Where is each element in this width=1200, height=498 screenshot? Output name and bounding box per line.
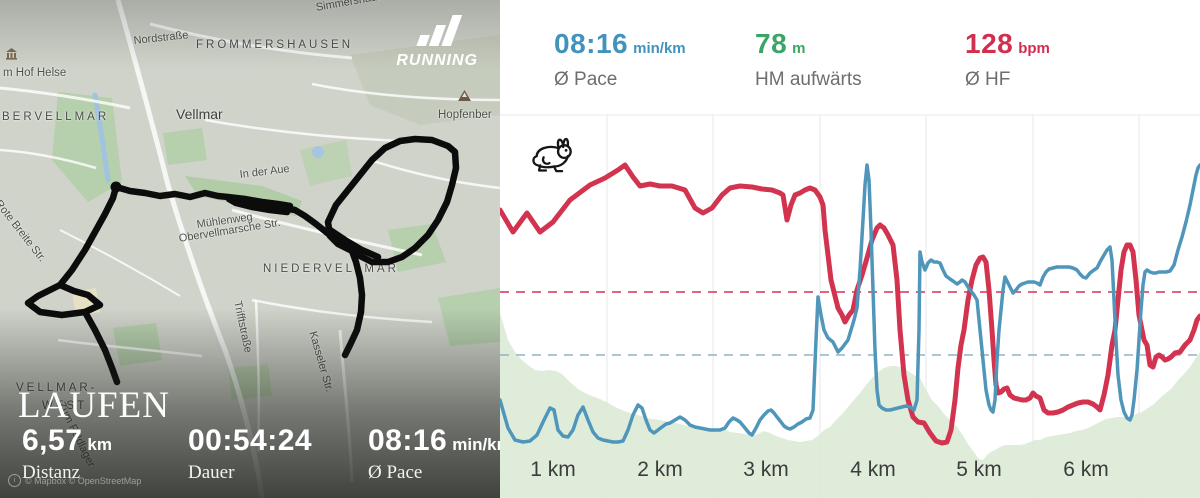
adidas-logo-icon	[416, 15, 463, 46]
mapbox-info-icon[interactable]: i	[8, 474, 21, 487]
avg-hr-value: 128	[965, 28, 1014, 59]
distance-value: 6,57	[22, 424, 83, 457]
route-segment	[341, 247, 366, 359]
stat-duration: 00:54:24 Dauer	[188, 424, 317, 484]
route-segment	[326, 226, 382, 261]
elevation-gain-label: HM aufwärts	[755, 69, 862, 90]
route-segment	[324, 135, 460, 266]
summary-elevation-gain: 78 m HM aufwärts	[755, 28, 862, 91]
pace-rabbit-icon	[532, 137, 572, 173]
pace-unit: min/km	[452, 435, 500, 454]
pace-line	[500, 163, 1200, 444]
attribution-text[interactable]: © Mapbox © OpenStreetMap	[25, 475, 142, 486]
activity-chart[interactable]	[500, 0, 1200, 498]
pace-elevation-hr-chart-panel[interactable]: 08:16 min/km Ø Pace 78 m HM aufwärts 128 bp…	[500, 0, 1200, 498]
duration-value: 00:54:24	[188, 424, 313, 457]
summary-avg-pace: 08:16 min/km Ø Pace	[554, 28, 686, 91]
route-segment	[81, 308, 121, 386]
avg-pace-unit: min/km	[633, 40, 686, 57]
museum-icon	[6, 48, 17, 60]
avg-hr-unit: bpm	[1018, 40, 1050, 57]
elevation-gain-unit: m	[792, 40, 806, 57]
map-attribution[interactable]: i © Mapbox © OpenStreetMap	[8, 474, 141, 487]
elevation-area	[500, 313, 1200, 498]
distance-unit: km	[87, 435, 112, 454]
mountain-icon	[458, 90, 471, 101]
route-segment	[24, 183, 120, 319]
summary-avg-heart-rate: 128 bpm Ø HF	[965, 28, 1050, 91]
route-map[interactable]: Simmershäuse Nordstraße FROMMERSHAUSEN m Ho…	[0, 0, 500, 498]
running-wordmark: RUNNING	[396, 52, 478, 69]
route-segment	[112, 183, 356, 255]
elevation-gain-value: 78	[755, 28, 788, 59]
adidas-running-logo: RUNNING	[396, 14, 478, 70]
pace-value: 08:16	[368, 424, 448, 457]
avg-pace-label: Ø Pace	[554, 69, 618, 90]
avg-hr-label: Ø HF	[965, 69, 1011, 90]
avg-pace-value: 08:16	[554, 28, 629, 59]
route-start-dot	[110, 181, 122, 193]
duration-label: Dauer	[188, 462, 235, 483]
heart_rate-line	[500, 162, 1200, 446]
activity-type-title: LAUFEN	[18, 385, 170, 426]
pace-label: Ø Pace	[368, 462, 423, 483]
